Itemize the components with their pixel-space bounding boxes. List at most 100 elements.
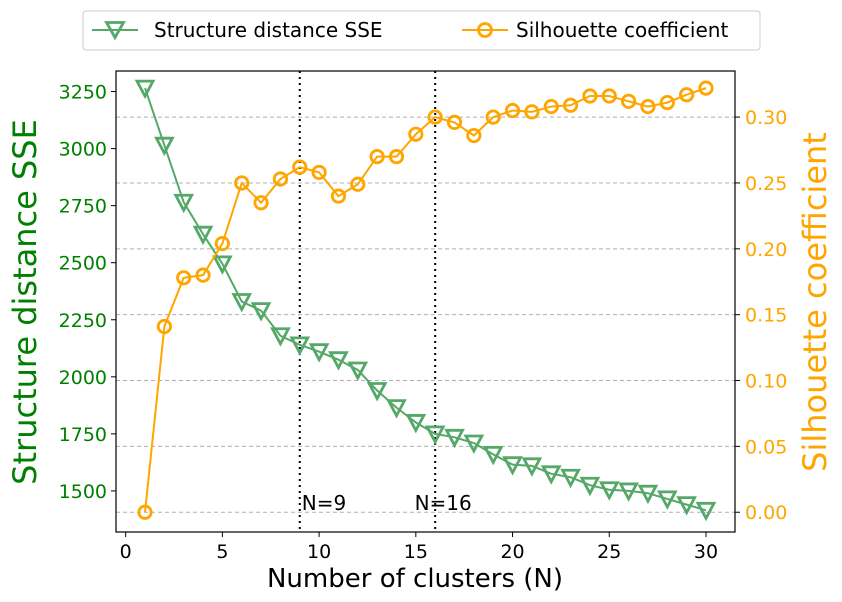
y-left-tick-label: 3250: [59, 82, 107, 104]
sse-point: [598, 481, 620, 501]
silhouette-point: [659, 95, 675, 111]
silhouette-point: [156, 318, 172, 335]
sse-point: [521, 457, 543, 477]
vline-label: N=16: [415, 491, 472, 515]
silhouette-point: [427, 109, 443, 125]
sse-point: [482, 446, 504, 466]
silhouette-point: [504, 102, 521, 119]
sse-point: [308, 343, 330, 363]
y-left-tick-label: 1750: [59, 424, 107, 446]
x-axis: 0 5 10 15 20 25 30: [120, 532, 718, 563]
sse-point: [250, 302, 272, 322]
sse-point: [676, 496, 697, 516]
sse-point: [173, 193, 195, 214]
silhouette-point: [292, 159, 308, 175]
silhouette-point: [234, 175, 250, 191]
sse-point: [289, 336, 311, 356]
sse-point: [579, 476, 601, 497]
sse-point: [154, 136, 175, 157]
sse-point: [618, 482, 639, 502]
sse-point: [270, 327, 291, 347]
x-tick-label: 30: [694, 541, 718, 563]
x-tick-label: 5: [216, 541, 228, 563]
silhouette-point: [698, 80, 714, 96]
silhouette-point: [369, 149, 385, 165]
silhouette-point: [176, 270, 192, 286]
y-left-tick-label: 2250: [59, 310, 107, 332]
y-left-tick-label: 2500: [59, 253, 107, 275]
y-axis-right-title: Silhouette coefficient: [796, 132, 834, 472]
silhouette-point: [408, 126, 424, 142]
silhouette-point: [562, 97, 579, 113]
y-left-tick-label: 1500: [59, 481, 107, 503]
sse-point: [695, 501, 717, 522]
x-tick-label: 10: [307, 541, 331, 563]
reference-lines: N=9 N=16: [298, 71, 472, 532]
legend-frame: [82, 10, 761, 51]
legend-sse-label: Structure distance SSE: [154, 18, 383, 42]
sse-point: [366, 382, 388, 402]
silhouette-point: [350, 176, 366, 192]
silhouette-point: [582, 88, 598, 104]
y-right-tick-label: 0.30: [745, 107, 787, 129]
silhouette-point: [214, 235, 230, 252]
silhouette-point: [195, 267, 211, 283]
silhouette-point: [311, 164, 327, 181]
y-right-tick-label: 0.20: [745, 239, 787, 261]
x-tick-label: 15: [404, 541, 428, 563]
x-tick-label: 20: [500, 541, 524, 563]
y-axis-left: 1500 1750 2000 2250 2500 2750 3000 3250: [59, 82, 116, 503]
sse-point: [424, 425, 446, 445]
silhouette-point: [524, 104, 540, 120]
y-right-tick-label: 0.15: [745, 305, 787, 327]
y-left-tick-label: 3000: [59, 139, 107, 161]
sse-point: [134, 79, 156, 100]
sse-point: [502, 456, 523, 476]
silhouette-point: [543, 98, 559, 115]
sse-point: [328, 351, 349, 371]
silhouette-point: [253, 195, 269, 211]
sse-point: [192, 225, 214, 246]
y-axis-right: 0.00 0.05 0.10 0.15 0.20 0.25 0.30: [735, 107, 787, 524]
sse-point: [231, 293, 253, 313]
x-tick-label: 25: [597, 541, 621, 563]
silhouette-point: [137, 504, 153, 520]
sse-point: [637, 484, 659, 505]
sse-point: [405, 414, 427, 434]
silhouette-point: [388, 149, 405, 165]
x-axis-title: Number of clusters (N): [267, 564, 563, 594]
silhouette-point: [485, 109, 501, 125]
legend: Structure distance SSE Silhouette coeffi…: [82, 10, 761, 51]
legend-silhouette-marker: [477, 22, 493, 38]
y-left-tick-label: 2000: [59, 367, 107, 389]
sse-point: [540, 465, 562, 485]
y-left-tick-label: 2750: [59, 196, 107, 218]
legend-sse-marker: [104, 21, 126, 41]
silhouette-point: [679, 87, 695, 103]
y-right-tick-label: 0.25: [745, 173, 787, 195]
silhouette-point: [601, 88, 617, 104]
sse-point: [656, 490, 678, 510]
sse-point: [212, 255, 233, 275]
sse-point: [560, 468, 581, 489]
y-axis-left-title: Structure distance SSE: [6, 119, 44, 485]
sse-point: [386, 399, 407, 419]
silhouette-point: [466, 127, 482, 144]
y-right-tick-label: 0.00: [745, 502, 787, 524]
silhouette-point: [446, 114, 463, 130]
sse-point: [347, 361, 369, 381]
sse-point: [463, 434, 485, 454]
silhouette-point: [272, 171, 289, 187]
y-right-tick-label: 0.10: [745, 371, 787, 393]
silhouette-point: [621, 93, 637, 109]
sse-point: [444, 428, 465, 449]
silhouette-point: [640, 98, 656, 115]
plot-frame: [115, 70, 736, 533]
vline-label: N=9: [302, 491, 346, 515]
silhouette-line: [144, 87, 707, 513]
y-right-tick-label: 0.05: [745, 436, 787, 458]
sse-line: [144, 87, 707, 512]
legend-silhouette-label: Silhouette coefficient: [516, 18, 728, 42]
x-tick-label: 0: [120, 541, 132, 563]
